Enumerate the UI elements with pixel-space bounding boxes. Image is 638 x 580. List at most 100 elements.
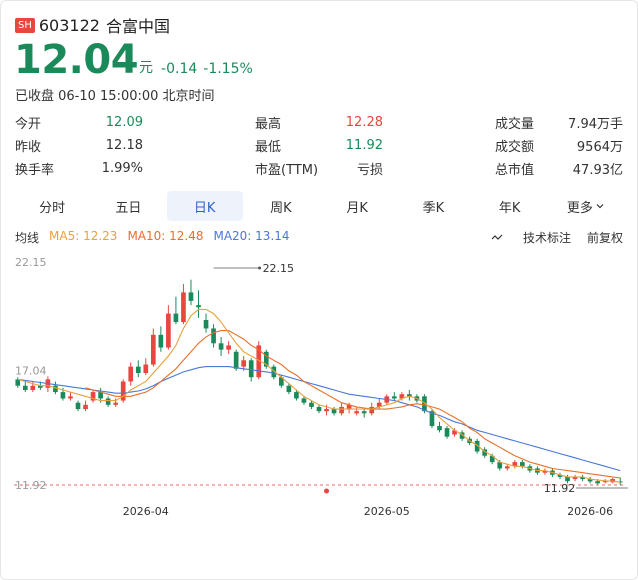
candle-body (113, 402, 119, 405)
candle-body (354, 411, 359, 414)
stat-value: 7.94万手 (568, 117, 623, 132)
candle-body (30, 385, 36, 390)
candle-body (399, 394, 405, 399)
event-marker-dot (324, 488, 330, 494)
candle-body (135, 366, 141, 373)
candle-body (196, 305, 201, 308)
stat-label: 成交量 (495, 117, 535, 132)
stat-value: 12.28 (345, 115, 383, 130)
ma-legend-title: 均线 (15, 231, 40, 245)
candle-body (407, 394, 412, 397)
candle-body (75, 402, 81, 410)
candle-body (482, 449, 488, 456)
candle-body (271, 366, 277, 378)
price-change: -0.14 (161, 61, 198, 77)
candle-body (391, 396, 397, 399)
candle-body (83, 404, 88, 410)
candle-body (173, 313, 179, 323)
candle-body (542, 470, 548, 473)
chevron-down-icon (596, 204, 604, 209)
x-tick-label: 2026-05 (364, 505, 410, 518)
candle-body (301, 398, 307, 403)
candle-body (331, 409, 337, 414)
candle-body (429, 411, 435, 427)
stat-label: 市盈(TTM) (255, 163, 319, 178)
kline-chart[interactable]: 22.15 17.04 11.92 22.15 11.92 2026-04 2026-05 2… (0, 255, 638, 575)
stats-column-2: 最高 12.28 最低 11.92 市盈(TTM) 亏损 (255, 111, 383, 180)
stat-label: 今开 (15, 117, 42, 132)
tab-more[interactable]: 更多 (548, 191, 624, 221)
candle-body (256, 345, 262, 378)
stat-label: 换手率 (15, 163, 55, 178)
candle-body (346, 404, 352, 410)
current-price: 12.04 (14, 37, 139, 83)
candle-body (90, 392, 96, 401)
stat-value: 47.93亿 (572, 163, 623, 178)
ma5-line (17, 308, 621, 483)
tab-label: 周K (270, 200, 292, 216)
high-price-label: 22.15 (263, 262, 295, 275)
tab-monthly-k[interactable]: 月K (319, 191, 395, 221)
stock-code: 603122 (38, 15, 100, 35)
tab-label: 分时 (39, 200, 66, 216)
x-tick-label: 2026-06 (567, 505, 613, 518)
tab-weekly-k[interactable]: 周K (243, 191, 319, 221)
candle-body (105, 398, 111, 405)
candle-body (188, 292, 194, 301)
candle-body (376, 402, 382, 407)
tab-label: 月K (346, 200, 368, 216)
ma20-line (17, 366, 621, 472)
candle-body (452, 430, 457, 435)
candle-body (309, 402, 314, 407)
candle-body (587, 479, 593, 482)
stock-name: 合富中国 (105, 17, 170, 36)
stat-label: 总市值 (495, 163, 535, 178)
candle-body (286, 385, 292, 393)
tab-yearly-k[interactable]: 年K (472, 191, 548, 221)
candle-body (181, 292, 186, 323)
tab-label: 季K (422, 200, 445, 216)
quote-row: 12.04 元 -0.14 -1.15% (14, 40, 253, 80)
high-marker-dot (258, 266, 262, 270)
candle-body (565, 476, 570, 482)
stat-label: 最高 (255, 117, 282, 132)
candle-body (166, 313, 171, 348)
candle-body (572, 476, 578, 480)
candle-body (120, 381, 126, 401)
ma5-value: MA5: 12.23 (49, 229, 118, 243)
trend-line-icon (491, 234, 503, 240)
tab-label: 更多 (566, 200, 593, 216)
tab-label: 五日 (115, 200, 142, 216)
low-price-label: 11.92 (544, 482, 576, 495)
candle-body (595, 481, 600, 484)
period-tabs: 分时 五日 日K 周K 月K 季K 年K 更多 (14, 191, 624, 221)
candle-body (158, 334, 164, 348)
candle-body (143, 364, 149, 373)
tab-quarterly-k[interactable]: 季K (395, 191, 471, 221)
ma20-value: MA20: 13.14 (213, 229, 290, 243)
candle-body (211, 328, 216, 344)
indicator-button[interactable]: 技术标注 (491, 229, 571, 246)
adjust-button[interactable]: 前复权 (586, 231, 623, 245)
candle-body (263, 351, 269, 367)
exchange-badge: SH (15, 17, 35, 33)
ma10-line (85, 330, 621, 479)
tab-intraday[interactable]: 分时 (14, 191, 90, 221)
candle-body (324, 409, 329, 412)
candle-body (226, 345, 231, 350)
stat-label: 最低 (255, 140, 282, 155)
tab-daily-k[interactable]: 日K (166, 191, 243, 221)
stat-value: 亏损 (356, 163, 383, 178)
candle-body (53, 385, 58, 393)
tab-five-day[interactable]: 五日 (90, 191, 166, 221)
candle-body (150, 334, 156, 365)
stat-label: 昨收 (15, 140, 42, 155)
candle-body (437, 426, 442, 431)
indicator-label: 技术标注 (522, 231, 571, 245)
candle-body (459, 432, 465, 439)
candle-body (60, 392, 66, 399)
ma-legend: 均线 MA5: 12.23 MA10: 12.48 MA20: 13.14 (15, 229, 300, 246)
y-tick-label: 22.15 (15, 256, 47, 269)
stat-value: 12.18 (105, 138, 143, 153)
candle-body (557, 474, 563, 477)
